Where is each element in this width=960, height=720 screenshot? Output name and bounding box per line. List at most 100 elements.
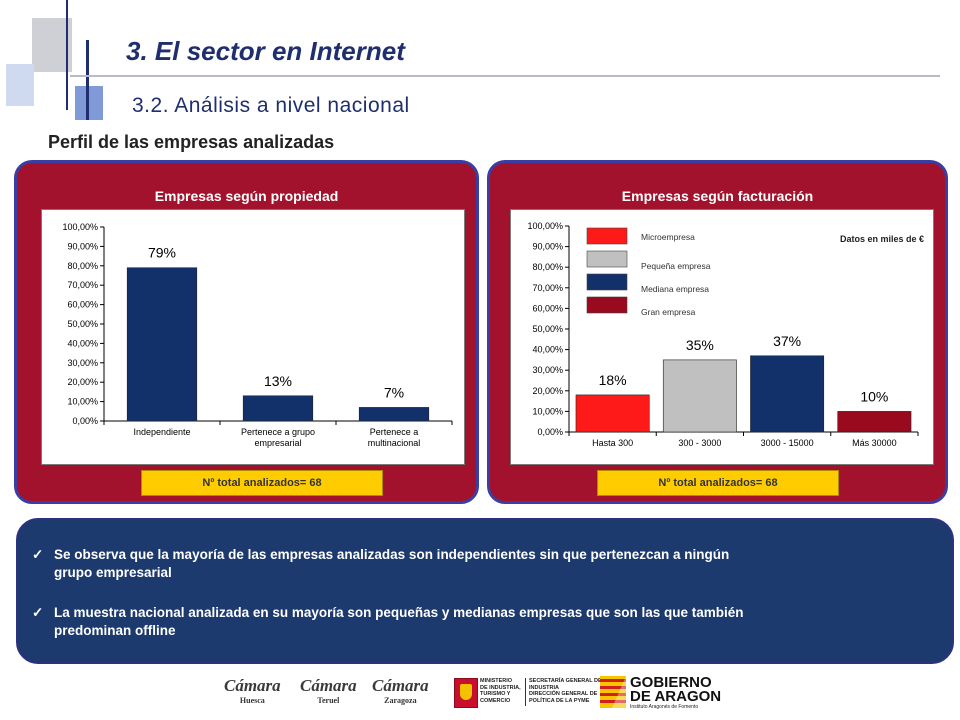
page-title: 3. El sector en Internet	[126, 36, 405, 66]
bullet-text-line: La muestra nacional analizada en su mayo…	[54, 605, 744, 620]
y-tick-label: 20,00%	[67, 377, 98, 387]
ministry-text-line: DE INDUSTRIA,	[480, 684, 521, 691]
bar	[358, 407, 430, 422]
bar	[126, 267, 198, 422]
camara-zaragoza-logo: Cámara Zaragoza	[372, 676, 429, 705]
bullet-text-line: grupo empresarial	[54, 565, 172, 580]
data-label: 35%	[686, 337, 714, 353]
data-label: 79%	[148, 245, 176, 261]
x-tick-label: Pertenece a grupo	[241, 427, 315, 437]
header-decoration-square	[75, 86, 103, 120]
bar-chart-propiedad: 0,00% 10,00% 20,00% 30,00% 40,00% 50,00% 60,00…	[62, 222, 453, 448]
y-tick-label: 60,00%	[67, 300, 98, 310]
chart-title: Empresas según propiedad	[154, 188, 339, 204]
x-tick-label: 300 - 3000	[678, 438, 721, 448]
y-tick-label: 80,00%	[532, 262, 563, 272]
gobierno-subtext: Instituto Aragonés de Fomento	[630, 704, 699, 710]
y-tick-label: 90,00%	[67, 241, 98, 251]
y-tick-label: 100,00%	[62, 222, 98, 232]
page-subtitle: 3.2. Análisis a nivel nacional	[132, 94, 410, 117]
y-tick-label: 90,00%	[532, 242, 563, 252]
chart-frame: 0,00% 10,00% 20,00% 30,00% 40,00% 50,00% 60,00…	[41, 209, 465, 465]
chart-annotation: Datos en miles de €	[840, 234, 924, 244]
x-tick-label: empresarial	[254, 438, 301, 448]
y-tick-label: 10,00%	[532, 406, 563, 416]
x-tick-label: Hasta 300	[592, 438, 633, 448]
ministry-text-line: INDUSTRIA	[529, 684, 559, 691]
ministry-text-line: MINISTERIO	[480, 678, 513, 684]
header-decoration-square	[32, 18, 72, 72]
bar-chart-facturacion: 0,00% 10,00% 20,00% 30,00% 40,00% 50,00% 60,00…	[527, 221, 924, 448]
panel-facturacion: Empresas según facturación 0,00% 10,00% 20…	[487, 160, 948, 504]
logo-name: Cámara	[372, 676, 429, 695]
bar	[662, 359, 737, 433]
legend-swatch	[586, 227, 628, 245]
bar	[575, 394, 650, 433]
y-tick-label: 10,00%	[67, 397, 98, 407]
legend-label: Gran empresa	[641, 307, 696, 317]
bullet-text-line: predominan offline	[54, 623, 176, 638]
y-tick-label: 70,00%	[532, 283, 563, 293]
summary-box: ✓ Se observa que la mayoría de las empre…	[16, 518, 954, 664]
total-analyzed-badge: Nº total analizados= 68	[597, 470, 839, 496]
checkmark-icon: ✓	[32, 605, 44, 620]
coat-of-arms-icon	[454, 678, 478, 708]
y-tick-label: 30,00%	[532, 365, 563, 375]
header-decoration-line	[70, 75, 940, 77]
bar	[750, 355, 825, 433]
y-tick-label: 30,00%	[67, 358, 98, 368]
data-label: 10%	[860, 388, 888, 404]
y-tick-label: 70,00%	[67, 280, 98, 290]
total-analyzed-badge: Nº total analizados= 68	[141, 470, 383, 496]
bullet-text-line: Se observa que la mayoría de las empresa…	[54, 547, 730, 562]
data-label: 37%	[773, 333, 801, 349]
bar	[242, 395, 314, 422]
logo-name: Cámara	[300, 676, 357, 695]
header-decoration-line	[66, 0, 68, 110]
legend-label: Microempresa	[641, 232, 695, 242]
legend-swatch	[586, 250, 628, 268]
logo-city: Teruel	[317, 696, 340, 705]
y-tick-label: 60,00%	[532, 303, 563, 313]
y-tick-label: 0,00%	[537, 427, 563, 437]
y-tick-label: 40,00%	[532, 345, 563, 355]
checkmark-icon: ✓	[32, 547, 44, 562]
chart-title: Empresas según facturación	[621, 188, 814, 204]
ministry-text-line: TURISMO Y	[480, 691, 511, 697]
legend-swatch	[586, 273, 628, 291]
header-decoration-line	[86, 40, 89, 120]
chart-frame: 0,00% 10,00% 20,00% 30,00% 40,00% 50,00% 60,00…	[510, 209, 934, 465]
x-tick-label: multinacional	[368, 438, 421, 448]
data-label: 13%	[264, 373, 292, 389]
y-tick-label: 100,00%	[527, 221, 563, 231]
x-tick-label: Independiente	[133, 427, 190, 437]
ministry-text-line: COMERCIO	[480, 697, 511, 704]
x-tick-label: Más 30000	[852, 438, 897, 448]
logo-name: Cámara	[224, 676, 281, 695]
legend-label: Pequeña empresa	[641, 261, 711, 271]
y-tick-label: 20,00%	[532, 386, 563, 396]
y-tick-label: 0,00%	[72, 416, 98, 426]
x-tick-label: Pertenece a	[370, 427, 419, 437]
bar	[837, 411, 912, 433]
ministry-text-line: POLÍTICA DE LA PYME	[529, 697, 590, 704]
legend-label: Mediana empresa	[641, 284, 709, 294]
y-tick-label: 80,00%	[67, 261, 98, 271]
legend-swatch	[586, 296, 628, 314]
y-tick-label: 50,00%	[67, 319, 98, 329]
x-tick-label: 3000 - 15000	[761, 438, 814, 448]
aragon-flag-icon	[600, 676, 626, 708]
data-label: 7%	[384, 384, 404, 400]
ministry-text-line: DIRECCIÓN GENERAL DE	[529, 691, 598, 697]
y-tick-label: 50,00%	[532, 324, 563, 334]
ministry-text-line: SECRETARÍA GENERAL DE	[529, 678, 602, 684]
logo-city: Huesca	[239, 696, 265, 705]
logo-city: Zaragoza	[384, 696, 417, 705]
gobierno-text: GOBIERNO	[630, 674, 712, 691]
gobierno-text: DE ARAGON	[630, 688, 722, 705]
panel-propiedad: Empresas según propiedad 0,00% 10,00% 20,0…	[14, 160, 479, 504]
y-tick-label: 40,00%	[67, 338, 98, 348]
header-decoration-square	[6, 64, 34, 106]
data-label: 18%	[599, 372, 627, 388]
camara-teruel-logo: Cámara Teruel	[300, 676, 357, 705]
